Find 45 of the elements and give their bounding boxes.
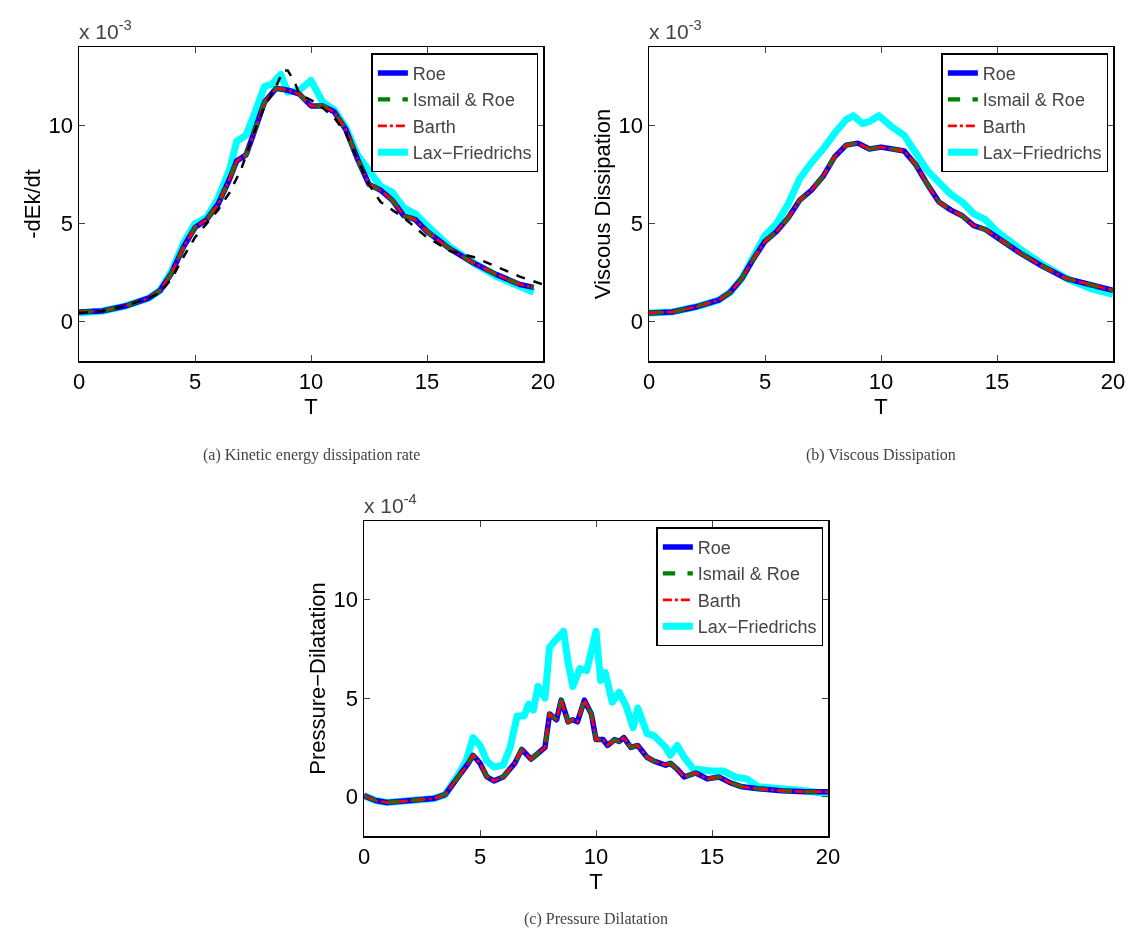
text: x 10$^{-4}$ [364,491,417,517]
y-tick-label: 5 [630,211,644,237]
x-axis-title: T [874,393,888,419]
y-tick-label: 5 [60,211,74,237]
x-tick-label: 5 [188,368,202,394]
x-tick-label: 5 [758,368,772,394]
x-axis-title: T [304,393,318,419]
legend-label: Roe [697,538,731,559]
y-tick-label: 0 [60,309,74,335]
x-tick-label: 15 [414,368,440,394]
text: x 10$^{-3}$ [649,17,702,43]
y-tick-label: 0 [630,309,644,335]
x-tick-label: 10 [298,368,324,394]
y-tick-label: 0 [345,784,359,810]
x-tick-label: 5 [473,843,487,869]
x-tick-label: 10 [868,368,894,394]
x-tick-label: 15 [984,368,1010,394]
y-axis-title: -dEk/dt [19,169,45,239]
y-tick-label: 10 [618,113,644,139]
x-tick-label: 10 [583,843,609,869]
legend-label: Ismail & Roe [982,90,1085,111]
legend-label: Roe [412,64,446,84]
legend-label: Lax−Friedrichs [412,143,532,164]
x-tick-label: 20 [815,843,841,869]
legend-label: Barth [982,116,1026,137]
legend-label: Barth [412,116,456,137]
y-axis-title: Viscous Dissipation [589,108,615,300]
y-tick-label: 10 [48,113,74,139]
legend-label: Lax−Friedrichs [982,143,1102,164]
y-axis-title: Pressure−Dilatation [304,582,330,775]
x-axis-title: T [589,868,603,894]
y-tick-label: 10 [333,587,359,613]
text: (c) Pressure Dilatation [524,910,668,928]
legend-label: Ismail & Roe [697,564,800,585]
y-tick-label: 5 [345,685,359,711]
x-tick-label: 20 [1100,368,1126,394]
x-tick-label: 20 [530,368,556,394]
legend-label: Roe [982,64,1016,84]
legend-label: Lax−Friedrichs [697,617,817,638]
text: (a) Kinetic energy dissipation rate [203,446,421,464]
legend-label: Ismail & Roe [412,90,515,111]
x-tick-label: 15 [699,843,725,869]
text: x 10$^{-3}$ [79,17,132,43]
legend-label: Barth [697,590,741,611]
text: (b) Viscous Dissipation [806,446,956,464]
